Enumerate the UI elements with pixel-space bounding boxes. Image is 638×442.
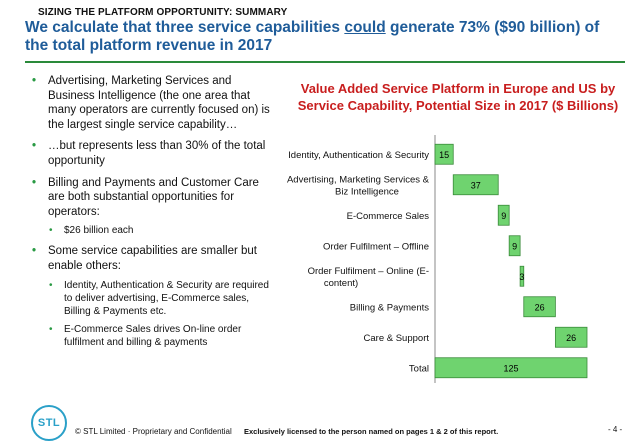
stl-logo: STL (31, 405, 67, 441)
category-label-1: Advertising, Marketing Services & (287, 174, 430, 185)
bar-3 (508, 235, 521, 257)
page-title: We calculate that three service capabili… (25, 19, 625, 55)
bullet-dot-icon: • (32, 176, 37, 189)
category-label-7: Total (409, 363, 429, 374)
sub-bullet-item: • E-Commerce Sales drives On-line order f… (32, 323, 272, 349)
sub-bullet-item: • $26 billion each (32, 224, 272, 237)
bullet-text: Some service capabilities are smaller bu… (48, 245, 258, 272)
sub-bullet-dot-icon: • (49, 225, 53, 237)
bullet-text: Billing and Payments and Customer Care a… (48, 176, 259, 218)
bullet-dot-icon: • (32, 140, 37, 153)
license-text: Exclusively licensed to the person named… (244, 427, 499, 436)
data-label-7: 125 (503, 363, 518, 373)
bullet-dot-icon: • (32, 245, 37, 258)
data-label-0: 15 (439, 150, 449, 160)
category-label-1: Biz Intelligence (335, 186, 399, 197)
bar-1 (452, 174, 499, 196)
category-label-0: Identity, Authentication & Security (288, 150, 429, 161)
bullet-item: • …but represents less than 30% of the to… (32, 139, 272, 168)
title-emphasis: could (344, 19, 386, 36)
category-label-5: Billing & Payments (350, 302, 429, 313)
chart-title: Value Added Service Platform in Europe a… (297, 81, 619, 113)
category-label-4: content) (324, 278, 358, 289)
bar-6 (554, 326, 588, 348)
sub-bullet-text: $26 billion each (64, 225, 134, 237)
sub-bullet-text: E-Commerce Sales drives On-line order fu… (64, 323, 242, 348)
bullet-item: • Billing and Payments and Customer Care … (32, 176, 272, 220)
data-label-3: 9 (512, 241, 517, 251)
title-divider (25, 61, 625, 63)
sub-bullet-dot-icon: • (49, 279, 53, 291)
title-pre: We calculate that three service capabili… (25, 19, 345, 36)
bar-4 (519, 265, 525, 287)
bullet-item: • Some service capabilities are smaller b… (32, 244, 272, 273)
bullet-dot-icon: • (32, 75, 37, 87)
bar-2 (497, 204, 510, 226)
page-number: - 4 - (608, 425, 623, 434)
sub-bullet-text: Identity, Authentication & Security are … (64, 279, 269, 317)
data-label-4: 3 (519, 272, 524, 282)
logo-text: STL (37, 417, 61, 429)
data-label-6: 26 (566, 333, 576, 343)
sub-bullet-item: • Identity, Authentication & Security are… (32, 279, 272, 318)
data-label-2: 9 (501, 211, 506, 221)
bullet-item: • Advertising, Marketing Services and Bus… (32, 74, 272, 132)
waterfall-chart: 15 Identity, Authentication & Security 37 A… (287, 135, 588, 383)
bullet-text: Advertising, Marketing Services and Busi… (48, 75, 270, 131)
section-kicker: SIZING THE PLATFORM OPPORTUNITY: SUMMARY (38, 7, 288, 18)
category-label-3: Order Fulfilment – Offline (323, 241, 429, 252)
bullet-list: • Advertising, Marketing Services and Bus… (32, 74, 272, 356)
data-label-1: 37 (471, 180, 481, 190)
category-label-2: E-Commerce Sales (347, 211, 430, 222)
bar-0 (434, 143, 454, 165)
category-label-4: Order Fulfilment – Online (E- (308, 266, 429, 277)
bar-5 (523, 296, 556, 318)
title-post: generate 73% ($90 billion) of the total … (25, 19, 600, 54)
data-label-5: 26 (535, 302, 545, 312)
copyright-text: © STL Limited · Proprietary and Confiden… (75, 427, 232, 436)
category-label-6: Care & Support (364, 333, 430, 344)
bullet-text: …but represents less than 30% of the tot… (48, 140, 266, 167)
sub-bullet-dot-icon: • (49, 323, 53, 335)
bar-7 (434, 357, 588, 379)
